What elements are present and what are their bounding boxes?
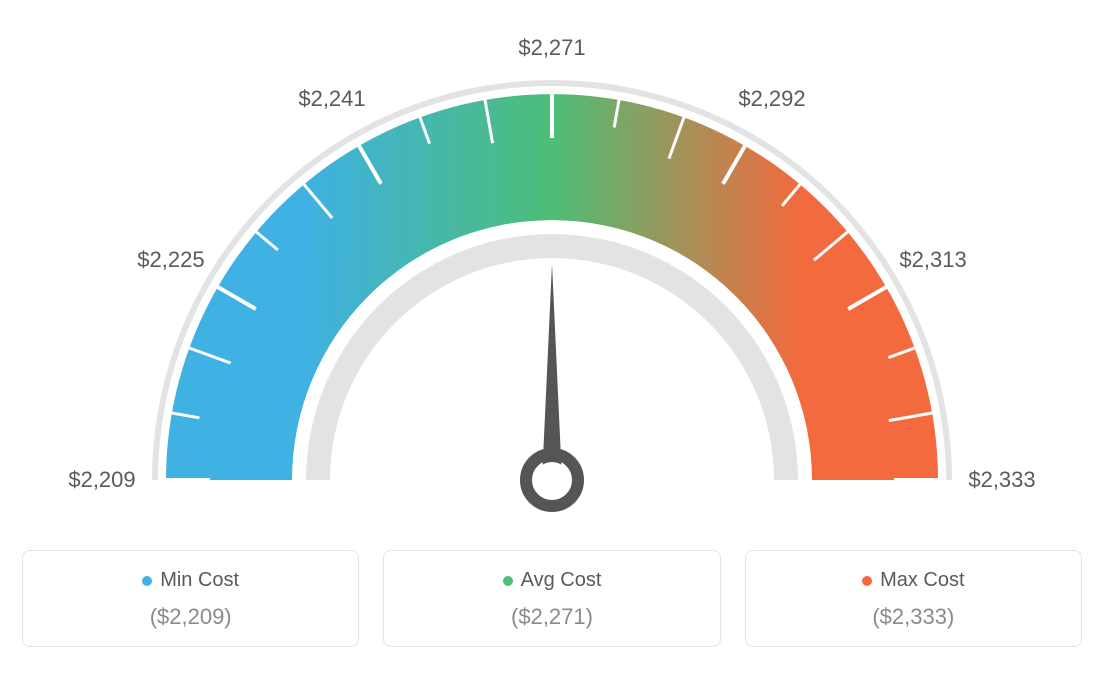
avg-cost-card: Avg Cost ($2,271) [383, 550, 720, 647]
avg-cost-label: Avg Cost [521, 569, 602, 592]
avg-cost-value: ($2,271) [404, 604, 699, 630]
avg-cost-title: Avg Cost [404, 569, 699, 592]
gauge-tick-label: $2,209 [68, 467, 135, 493]
min-cost-value: ($2,209) [43, 604, 338, 630]
min-cost-title: Min Cost [43, 569, 338, 592]
max-dot-icon [862, 576, 872, 586]
min-cost-card: Min Cost ($2,209) [22, 550, 359, 647]
gauge-tick-label: $2,333 [968, 467, 1035, 493]
max-cost-title: Max Cost [766, 569, 1061, 592]
gauge-tick-label: $2,292 [738, 86, 805, 112]
max-cost-value: ($2,333) [766, 604, 1061, 630]
cost-gauge: $2,209 $2,225 $2,241 $2,271 $2,292 $2,313 $2,3… [22, 20, 1082, 540]
gauge-needle [542, 264, 562, 480]
summary-cards: Min Cost ($2,209) Avg Cost ($2,271) Max … [22, 550, 1082, 647]
gauge-tick-label: $2,225 [137, 247, 204, 273]
max-cost-card: Max Cost ($2,333) [745, 550, 1082, 647]
max-cost-label: Max Cost [880, 569, 964, 592]
gauge-tick-label: $2,271 [518, 35, 585, 61]
needle-hub-center [534, 462, 570, 498]
gauge-tick-label: $2,241 [298, 86, 365, 112]
gauge-svg [22, 20, 1082, 540]
min-cost-label: Min Cost [160, 569, 239, 592]
avg-dot-icon [503, 576, 513, 586]
gauge-tick-label: $2,313 [899, 247, 966, 273]
min-dot-icon [142, 576, 152, 586]
